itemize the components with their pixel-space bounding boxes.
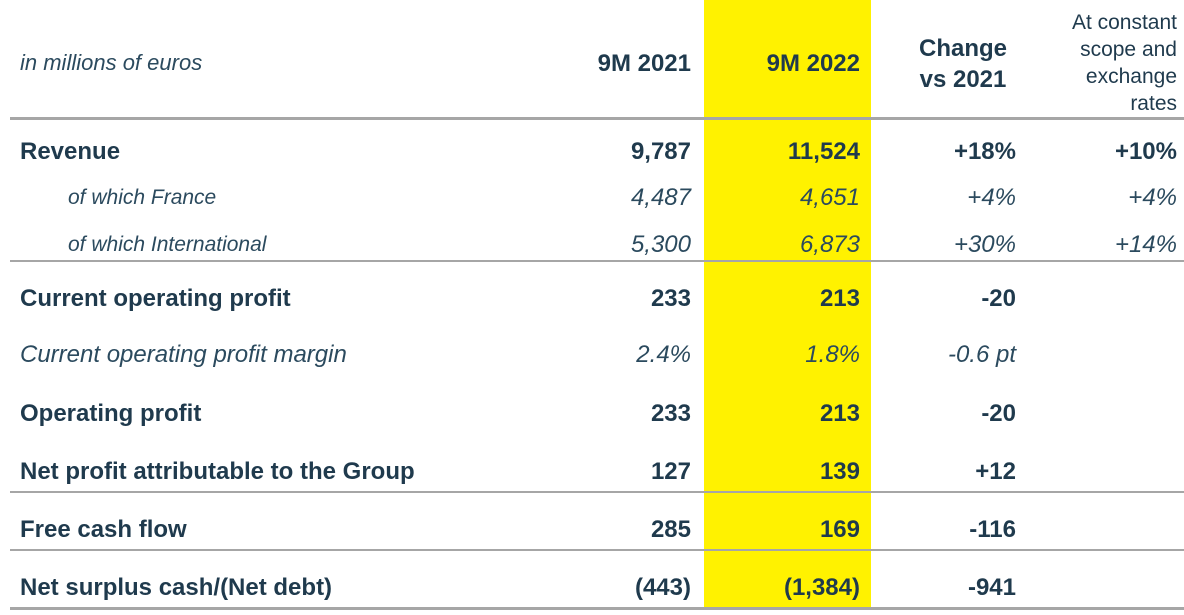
cell-op-2021: 233 — [650, 400, 691, 427]
header-const-line2: scope and — [1080, 38, 1177, 61]
row-label-cop-margin: Current operating profit margin — [20, 341, 347, 368]
cell-france-2021: 4,487 — [630, 184, 691, 211]
header-const-line4: rates — [1130, 92, 1177, 115]
header-9m-2021: 9M 2021 — [597, 50, 691, 77]
header-divider — [10, 117, 1184, 120]
cell-revenue-change: +18% — [953, 138, 1016, 165]
cell-margin-2021: 2.4% — [636, 341, 691, 368]
cell-op-2022: 213 — [819, 400, 860, 427]
cell-fcf-change: -116 — [969, 516, 1016, 543]
cell-france-2022: 4,651 — [799, 184, 860, 211]
cell-international-2021: 5,300 — [630, 231, 691, 258]
header-const-line1: At constant — [1071, 11, 1177, 34]
cell-cop-2022: 213 — [819, 285, 860, 312]
table-bottom-rule — [10, 607, 1184, 610]
units-label: in millions of euros — [20, 50, 203, 75]
row-label-international: of which International — [68, 233, 267, 256]
cell-revenue-2021: 9,787 — [630, 138, 691, 165]
divider-after-fcf — [10, 549, 1184, 551]
header-const-line3: exchange — [1085, 65, 1177, 88]
cell-cop-2021: 233 — [650, 285, 691, 312]
cell-margin-2022: 1.8% — [805, 341, 860, 368]
cell-revenue-2022: 11,524 — [787, 138, 860, 165]
cell-revenue-const: +10% — [1114, 138, 1177, 165]
cell-net-profit-change: +12 — [975, 458, 1016, 485]
header-change: Change vs 2021 — [908, 33, 1018, 95]
cell-net-cash-change: -941 — [967, 574, 1016, 601]
cell-international-2022: 6,873 — [799, 231, 860, 258]
header-9m-2022: 9M 2022 — [766, 50, 860, 77]
highlight-column-2022 — [704, 0, 871, 608]
row-label-net-cash: Net surplus cash/(Net debt) — [20, 574, 333, 601]
cell-net-cash-2021: (443) — [634, 574, 691, 601]
divider-after-revenue — [10, 260, 1184, 262]
cell-international-change: +30% — [953, 231, 1016, 258]
cell-margin-change: -0.6 pt — [947, 341, 1016, 368]
divider-after-net-profit — [10, 491, 1184, 493]
cell-fcf-2021: 285 — [650, 516, 691, 543]
row-label-operating-profit: Operating profit — [20, 400, 202, 427]
cell-international-const: +14% — [1114, 231, 1177, 258]
cell-france-const: +4% — [1128, 184, 1177, 211]
header-constant-scope: At constant scope and exchange rates — [1037, 9, 1177, 117]
cell-cop-change: -20 — [981, 285, 1016, 312]
row-label-free-cash-flow: Free cash flow — [20, 516, 187, 543]
cell-net-cash-2022: (1,384) — [783, 574, 860, 601]
row-label-net-profit: Net profit attributable to the Group — [20, 458, 415, 485]
cell-france-change: +4% — [967, 184, 1016, 211]
header-change-line1: Change — [918, 35, 1007, 62]
cell-net-profit-2022: 139 — [819, 458, 860, 485]
row-label-current-operating-profit: Current operating profit — [20, 285, 291, 312]
cell-net-profit-2021: 127 — [650, 458, 691, 485]
row-label-france: of which France — [68, 186, 217, 209]
cell-fcf-2022: 169 — [819, 516, 860, 543]
row-label-revenue: Revenue — [20, 138, 121, 165]
header-change-line2: vs 2021 — [919, 66, 1007, 93]
cell-op-change: -20 — [981, 400, 1016, 427]
